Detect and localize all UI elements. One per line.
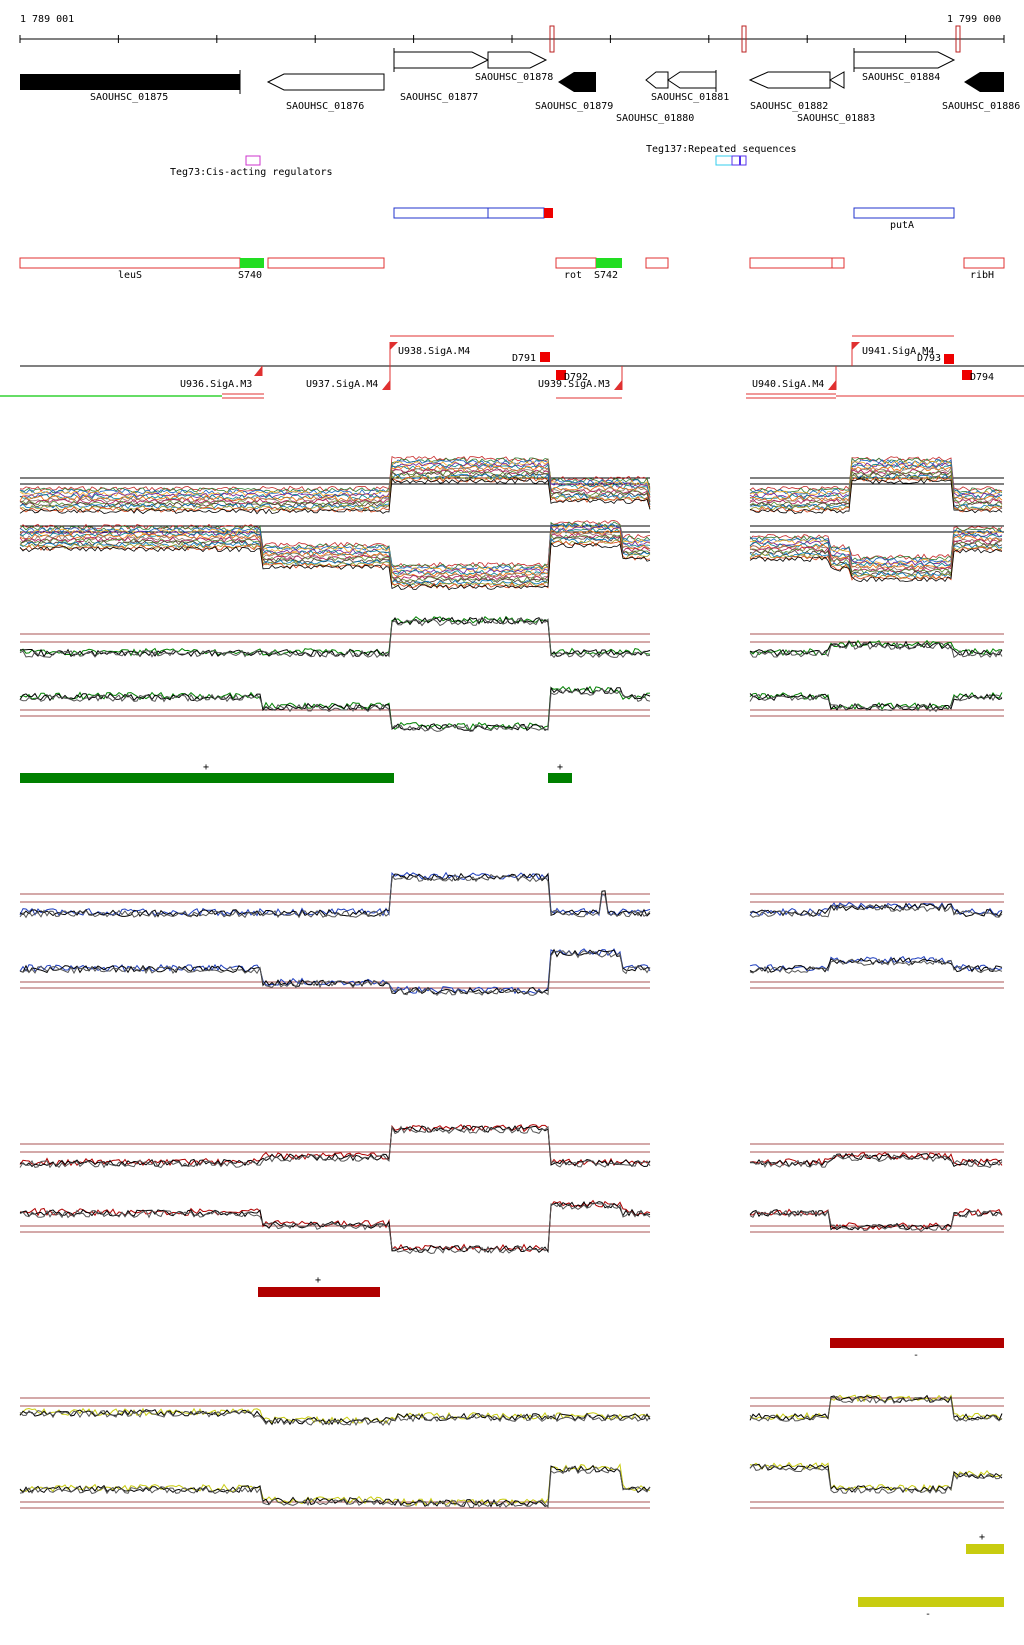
tss-D794: D794 bbox=[970, 372, 994, 383]
expression-profile-tracks bbox=[19, 455, 1004, 1607]
puta-label: putA bbox=[890, 220, 914, 231]
gene-SAOUHSC_01884[interactable] bbox=[853, 51, 956, 69]
darkred-segment-bar-minus bbox=[830, 1338, 1004, 1348]
gene-label-01879: SAOUHSC_01879 bbox=[535, 101, 613, 112]
gene-label-01883: SAOUHSC_01883 bbox=[797, 113, 875, 124]
gene-label-01884: SAOUHSC_01884 bbox=[862, 72, 940, 83]
yellow-segment-bar-minus bbox=[858, 1597, 1004, 1607]
multi-condition-panel-top bbox=[19, 455, 1004, 515]
tss-U936: U936.SigA.M3 bbox=[180, 379, 252, 390]
label-rot: rot bbox=[564, 270, 582, 281]
feature-rot[interactable] bbox=[555, 257, 597, 269]
gene-SAOUHSC_01881[interactable] bbox=[667, 71, 717, 89]
operon-track: putA bbox=[393, 207, 955, 231]
blue-expression-panel bbox=[19, 871, 1004, 997]
gene-label-01877: SAOUHSC_01877 bbox=[400, 92, 478, 103]
green-segment-bar-2 bbox=[548, 773, 572, 783]
teg73-label: Teg73:Cis-acting regulators bbox=[170, 167, 333, 178]
gene-label-01881: SAOUHSC_01881 bbox=[651, 92, 729, 103]
gene-SAOUHSC_01875[interactable] bbox=[20, 74, 240, 90]
minus-mark-red: - bbox=[913, 1350, 919, 1361]
feature-ribH[interactable] bbox=[963, 257, 1005, 269]
feature-leuS[interactable] bbox=[19, 257, 241, 269]
label-ribH: ribH bbox=[970, 270, 994, 281]
darkred-expression-panel bbox=[19, 1123, 1004, 1255]
feature-S740[interactable] bbox=[240, 258, 264, 268]
gene-SAOUHSC_01883[interactable] bbox=[828, 71, 845, 89]
operon-end-mark bbox=[544, 208, 553, 218]
plus-mark-yellow: + bbox=[979, 1532, 985, 1543]
gene-label-01876: SAOUHSC_01876 bbox=[286, 101, 364, 112]
tss-U937: U937.SigA.M4 bbox=[306, 379, 378, 390]
tss-D793: D793 bbox=[917, 353, 941, 364]
gene-label-01880: SAOUHSC_01880 bbox=[616, 113, 694, 124]
plus-mark-green-2: + bbox=[557, 762, 563, 773]
yellow-expression-panel bbox=[19, 1394, 1004, 1509]
gene-SAOUHSC_01879[interactable] bbox=[558, 72, 596, 92]
yellow-segment-bar-plus bbox=[966, 1544, 1004, 1554]
feature-S742[interactable] bbox=[596, 258, 622, 268]
green-expression-panel bbox=[19, 615, 1004, 732]
ruler-marker-1 bbox=[549, 25, 555, 53]
gene-SAOUHSC_01880[interactable] bbox=[645, 71, 669, 89]
gene-label-01882: SAOUHSC_01882 bbox=[750, 101, 828, 112]
plus-mark-red: + bbox=[315, 1275, 321, 1286]
darkred-segment-bar-plus bbox=[258, 1287, 380, 1297]
gene-SAOUHSC_01876[interactable] bbox=[266, 73, 385, 91]
teg73-box[interactable] bbox=[245, 155, 261, 166]
repeat-box-cyan[interactable] bbox=[715, 155, 733, 166]
ruler-ticks bbox=[19, 35, 1005, 43]
regulatory-elements-track: Teg73:Cis-acting regulators Teg137:Repea… bbox=[170, 144, 797, 178]
gene-annotation-track: SAOUHSC_01875 SAOUHSC_01876 SAOUHSC_0187… bbox=[20, 48, 1020, 124]
transcription-start-sites-track: U936.SigA.M3 U937.SigA.M4 U938.SigA.M4 D… bbox=[0, 335, 1024, 399]
label-S742: S742 bbox=[594, 270, 618, 281]
gene-SAOUHSC_01877[interactable] bbox=[393, 51, 490, 69]
tss-U938: U938.SigA.M4 bbox=[398, 346, 470, 357]
feature-4[interactable] bbox=[749, 257, 845, 269]
repeated-sequences-label: Teg137:Repeated sequences bbox=[646, 144, 797, 155]
tss-U940: U940.SigA.M4 bbox=[752, 379, 824, 390]
significance-bars bbox=[20, 773, 1004, 1607]
operon-box-1[interactable] bbox=[393, 207, 545, 219]
plus-mark-green-1: + bbox=[203, 762, 209, 773]
ruler-start-label: 1 789 001 bbox=[20, 14, 74, 25]
feature-3[interactable] bbox=[267, 257, 385, 269]
operon-puta[interactable] bbox=[853, 207, 955, 219]
gene-label-01886: SAOUHSC_01886 bbox=[942, 101, 1020, 112]
gene-label-01875: SAOUHSC_01875 bbox=[90, 92, 168, 103]
gene-SAOUHSC_01878[interactable] bbox=[487, 51, 548, 69]
gene-label-01878: SAOUHSC_01878 bbox=[475, 72, 553, 83]
gene-SAOUHSC_01882[interactable] bbox=[748, 71, 831, 89]
ruler-end-label: 1 799 000 bbox=[947, 14, 1001, 25]
rna-feature-track: leuS S740 rot S742 ribH bbox=[19, 257, 1005, 281]
green-segment-bar-1 bbox=[20, 773, 394, 783]
tss-U939: U939.SigA.M3 bbox=[538, 379, 610, 390]
multi-condition-panel-bottom bbox=[19, 520, 1004, 591]
feature-small[interactable] bbox=[645, 257, 669, 269]
tss-D792: D792 bbox=[564, 372, 588, 383]
label-leuS: leuS bbox=[118, 270, 142, 281]
ruler-marker-2 bbox=[741, 25, 747, 53]
coordinate-ruler: 1 789 001 1 799 000 bbox=[19, 14, 1005, 53]
ruler-marker-3 bbox=[955, 25, 961, 53]
minus-mark-yellow: - bbox=[925, 1609, 931, 1620]
tss-D791: D791 bbox=[512, 353, 536, 364]
label-S740: S740 bbox=[238, 270, 262, 281]
gene-SAOUHSC_01886[interactable] bbox=[964, 72, 1004, 92]
tss-U941: U941.SigA.M4 bbox=[862, 346, 934, 357]
